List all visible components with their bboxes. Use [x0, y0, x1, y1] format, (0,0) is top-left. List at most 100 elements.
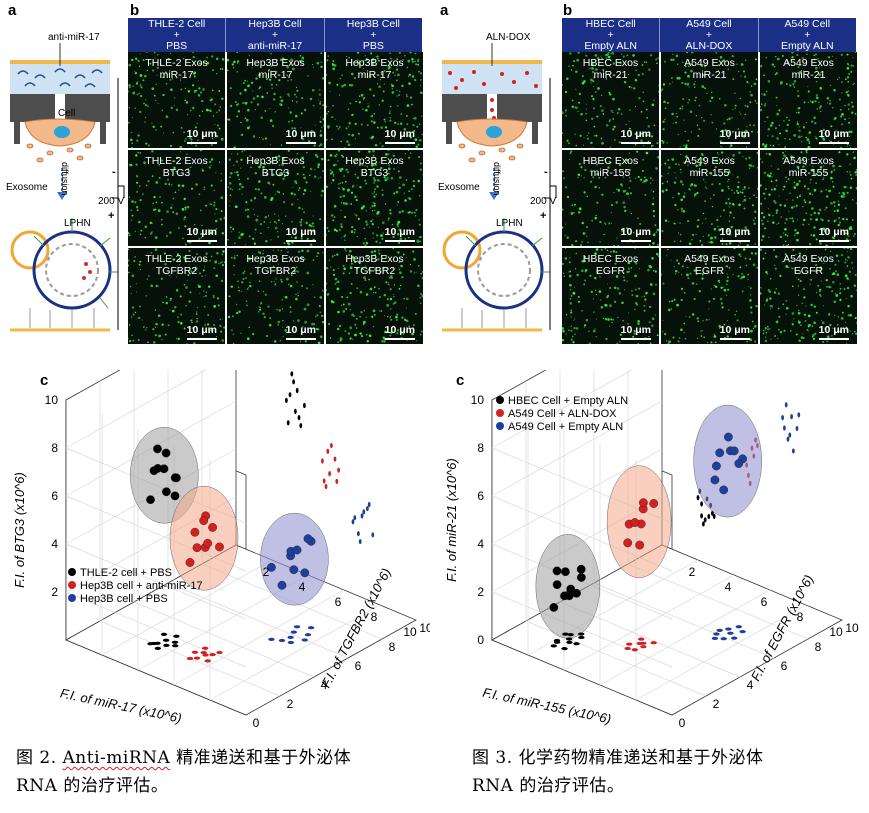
gridline: [133, 601, 315, 678]
data-point: [303, 534, 313, 544]
data-point: [715, 448, 725, 458]
micrograph-tile: A549 Exos EGFR 10 μm: [661, 248, 758, 344]
scale-bar-label: 10 μm: [818, 128, 849, 140]
z-tick-label: 2: [51, 585, 58, 599]
right-caption-line2: RNA 的治疗评估。: [472, 776, 625, 796]
data-point: [711, 461, 721, 471]
right-voltage-label: 200 V: [530, 196, 557, 207]
scale-bar: [819, 338, 849, 340]
floor-projection: [304, 633, 312, 637]
z-tick-label: 8: [51, 441, 58, 455]
left-column-header-bar: THLE-2 Cell + PBS Hep3B Cell + anti-miR-17 H…: [128, 18, 422, 52]
legend-label: HBEC Cell + Empty ALN: [508, 395, 628, 407]
y-tick-label: 0: [679, 716, 686, 730]
scale-bar: [720, 338, 750, 340]
tile-label-line2: EGFR: [694, 265, 725, 277]
micrograph-tile: Hep3B Exos miR-17 10 μm: [326, 52, 423, 148]
left-column-header: Hep3B Cell + PBS: [346, 17, 400, 52]
tile-label-line1: A549 Exos: [783, 57, 834, 69]
floor: [65, 544, 417, 716]
tile-label-line2: TGFBR2: [155, 265, 198, 277]
data-point: [161, 487, 171, 497]
floor: [491, 544, 843, 716]
left-panel-a-letter: a: [8, 2, 17, 19]
wall-projection: [330, 442, 333, 449]
gridline: [563, 574, 735, 671]
left-cell-label: Cell: [58, 108, 76, 119]
tile-label-line1: Hep3B Exos: [345, 253, 404, 265]
wall-projection: [303, 402, 306, 409]
left-lphn-label: LPHN: [64, 218, 91, 229]
y-tick-label: 0: [253, 716, 260, 730]
right-top-label: ALN-DOX: [486, 32, 531, 43]
legend-label: THLE-2 cell + PBS: [80, 567, 172, 579]
micrograph-tile: THLE-2 Exos miR-17 10 μm: [128, 52, 225, 148]
micrograph-tile: THLE-2 Exos TGFBR2 10 μm: [128, 248, 225, 344]
left-exosome-label: Exosome: [6, 182, 48, 193]
left-diffusion-label: diffusion: [60, 162, 70, 196]
tile-label-line2: miR-17: [258, 69, 293, 81]
z-tick-label: 2: [477, 585, 484, 599]
gridline: [627, 563, 809, 640]
data-point: [153, 464, 163, 473]
wall-projection: [294, 408, 297, 414]
y-tick-label: 6: [781, 659, 788, 673]
data-point: [729, 446, 739, 456]
floor-projection: [154, 641, 161, 645]
scale-bar-label: 10 μm: [620, 226, 651, 238]
right-figure-caption: 图 3. 化学药物精准递送和基于外泌体 RNA 的治疗评估。: [472, 744, 862, 800]
scale-bar-label: 10 μm: [384, 128, 415, 140]
z-tick-label: 4: [477, 537, 484, 551]
floor-projection: [172, 644, 179, 648]
scale-bar-label: 10 μm: [719, 226, 750, 238]
floor-projection: [268, 637, 275, 641]
data-point: [638, 498, 648, 508]
left-3d-scatter-chart: 2 4 6 8 10 2 4 6 8 10 0 2 4 6 8 10 F.I. of BTG3 (x10^6) F…: [12, 370, 430, 730]
floor-projection: [727, 631, 734, 635]
z-tick-label: 6: [51, 489, 58, 503]
floor-projection: [202, 653, 209, 657]
wall-projection: [707, 513, 711, 520]
tile-label-line2: EGFR: [595, 265, 626, 277]
floor-projection: [573, 642, 580, 646]
x-axis-label: F.I. of miR-155 (x10^6): [481, 685, 612, 727]
right-column-header: HBEC Cell + Empty ALN: [562, 18, 661, 52]
wall-projection: [362, 509, 366, 515]
left-voltage-label: 200 V: [98, 196, 125, 207]
floor-projection: [293, 625, 301, 629]
tile-label-line2: miR-21: [593, 69, 628, 81]
data-point: [146, 495, 155, 505]
tile-label-line1: A549 Exos: [783, 155, 834, 167]
tile-label-line2: miR-17: [159, 69, 194, 81]
floor-projection: [739, 630, 746, 634]
y-tick-label: 2: [287, 697, 294, 711]
data-point: [723, 432, 733, 442]
data-point: [710, 475, 720, 485]
wall-projection: [360, 513, 364, 519]
scale-bar-label: 10 μm: [620, 128, 651, 140]
scale-bar: [385, 240, 415, 242]
data-point: [635, 540, 645, 550]
floor-projection: [713, 632, 720, 636]
wall-projection: [333, 456, 337, 462]
right-diffusion-label: diffusion: [492, 162, 502, 196]
scale-bar: [286, 142, 316, 144]
micrograph-tile: Hep3B Exos TGFBR2 10 μm: [227, 248, 324, 344]
tile-label-line2: BTG3: [261, 167, 290, 179]
right-column-header: A549 Cell + ALN-DOX: [660, 18, 759, 52]
data-point: [552, 566, 562, 576]
tile-label-line1: HBEC Exos: [582, 155, 639, 167]
legend-marker: [68, 568, 76, 576]
floor-projection: [636, 641, 643, 646]
micrograph-tile: A549 Exos miR-155 10 μm: [661, 150, 758, 246]
z-axis-label: F.I. of BTG3 (x10^6): [12, 472, 27, 588]
scale-bar-label: 10 μm: [620, 324, 651, 336]
micrograph-tile: Hep3B Exos BTG3 10 μm: [326, 150, 423, 246]
wall-projection: [297, 415, 301, 421]
floor-projection: [154, 646, 161, 650]
tile-label-line2: EGFR: [793, 265, 824, 277]
wall-projection: [702, 521, 705, 527]
data-point: [185, 558, 195, 567]
wall-projection: [795, 425, 799, 432]
scale-bar: [621, 142, 651, 144]
